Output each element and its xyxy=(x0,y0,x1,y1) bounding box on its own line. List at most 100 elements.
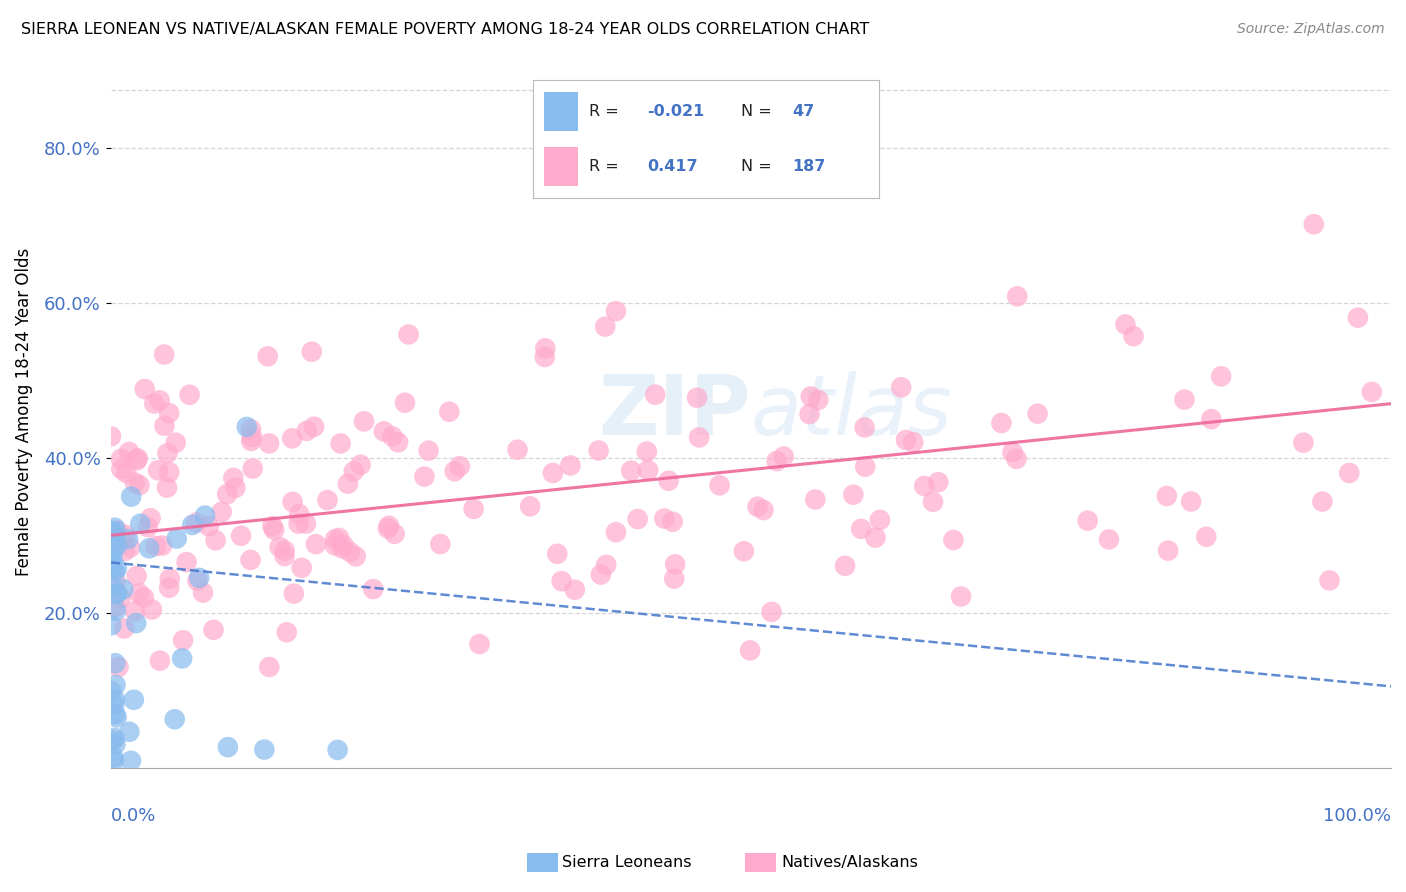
Point xyxy=(894,433,917,447)
Point xyxy=(593,319,616,334)
Point xyxy=(242,461,264,475)
Point xyxy=(550,574,572,589)
Text: Source: ZipAtlas.com: Source: ZipAtlas.com xyxy=(1237,22,1385,37)
Point xyxy=(912,479,935,493)
Point xyxy=(273,543,295,558)
Point xyxy=(323,538,346,552)
Point xyxy=(834,558,856,573)
Point xyxy=(560,458,582,473)
Point xyxy=(110,462,132,476)
Point xyxy=(506,442,529,457)
Point xyxy=(105,587,128,601)
Point xyxy=(627,512,650,526)
Point xyxy=(217,487,239,501)
Point xyxy=(118,724,141,739)
Point xyxy=(686,391,709,405)
Point xyxy=(413,469,436,483)
Point xyxy=(761,605,783,619)
Point xyxy=(110,591,132,605)
Point xyxy=(287,516,309,531)
Point xyxy=(114,528,136,542)
Point xyxy=(281,431,304,445)
Point xyxy=(295,516,318,531)
Point xyxy=(323,533,346,547)
Point xyxy=(344,549,367,564)
Point xyxy=(800,389,823,403)
Point xyxy=(564,582,586,597)
Text: Natives/Alaskans: Natives/Alaskans xyxy=(782,855,918,870)
Point xyxy=(186,516,208,530)
Point xyxy=(398,327,420,342)
Point xyxy=(449,459,471,474)
Point xyxy=(257,436,280,450)
Point xyxy=(139,511,162,525)
Point xyxy=(1339,466,1361,480)
Text: ZIP: ZIP xyxy=(599,371,751,452)
Y-axis label: Female Poverty Among 18-24 Year Olds: Female Poverty Among 18-24 Year Olds xyxy=(15,247,32,575)
Point xyxy=(853,459,876,474)
Point xyxy=(118,445,141,459)
Point xyxy=(269,540,291,554)
Point xyxy=(519,500,541,514)
Point xyxy=(105,561,128,575)
Point xyxy=(156,446,179,460)
Point xyxy=(283,586,305,600)
Point xyxy=(124,475,146,490)
Point xyxy=(253,742,276,756)
Point xyxy=(747,500,769,514)
Point xyxy=(153,418,176,433)
Point xyxy=(239,422,262,436)
Point xyxy=(316,493,339,508)
Point xyxy=(239,553,262,567)
Point xyxy=(765,454,787,468)
Point xyxy=(217,740,239,755)
Point xyxy=(588,443,610,458)
Point xyxy=(339,545,361,559)
Point xyxy=(176,555,198,569)
Point xyxy=(688,430,710,444)
Point xyxy=(125,569,148,583)
Point xyxy=(541,466,564,480)
Point xyxy=(122,692,145,706)
Point xyxy=(1302,217,1324,231)
Point xyxy=(658,474,681,488)
Point xyxy=(101,556,124,570)
Point xyxy=(141,602,163,616)
Point xyxy=(534,341,557,355)
Point xyxy=(589,567,612,582)
Point xyxy=(124,604,146,618)
Point xyxy=(110,451,132,466)
Point xyxy=(179,388,201,402)
Point xyxy=(105,539,128,553)
Point xyxy=(1361,384,1384,399)
Point xyxy=(326,743,349,757)
Point xyxy=(240,430,263,444)
Point xyxy=(336,476,359,491)
Point xyxy=(157,465,180,479)
Point xyxy=(125,616,148,631)
Text: atlas: atlas xyxy=(751,371,952,452)
Point xyxy=(387,435,409,450)
Point xyxy=(429,537,451,551)
Point xyxy=(942,533,965,547)
Point xyxy=(157,406,180,420)
Point xyxy=(186,574,208,588)
Point xyxy=(101,551,124,566)
Point xyxy=(664,572,686,586)
Point xyxy=(104,692,127,706)
Point xyxy=(104,599,127,614)
Point xyxy=(620,464,643,478)
Point xyxy=(807,392,830,407)
Point xyxy=(157,581,180,595)
Point xyxy=(1001,445,1024,459)
Point xyxy=(869,513,891,527)
Point xyxy=(101,733,124,747)
Text: 100.0%: 100.0% xyxy=(1323,807,1391,825)
Point xyxy=(1180,494,1202,508)
Point xyxy=(120,541,142,555)
Point xyxy=(156,481,179,495)
Point xyxy=(295,424,318,438)
Point xyxy=(654,511,676,525)
Point xyxy=(1077,514,1099,528)
Point xyxy=(132,591,155,605)
